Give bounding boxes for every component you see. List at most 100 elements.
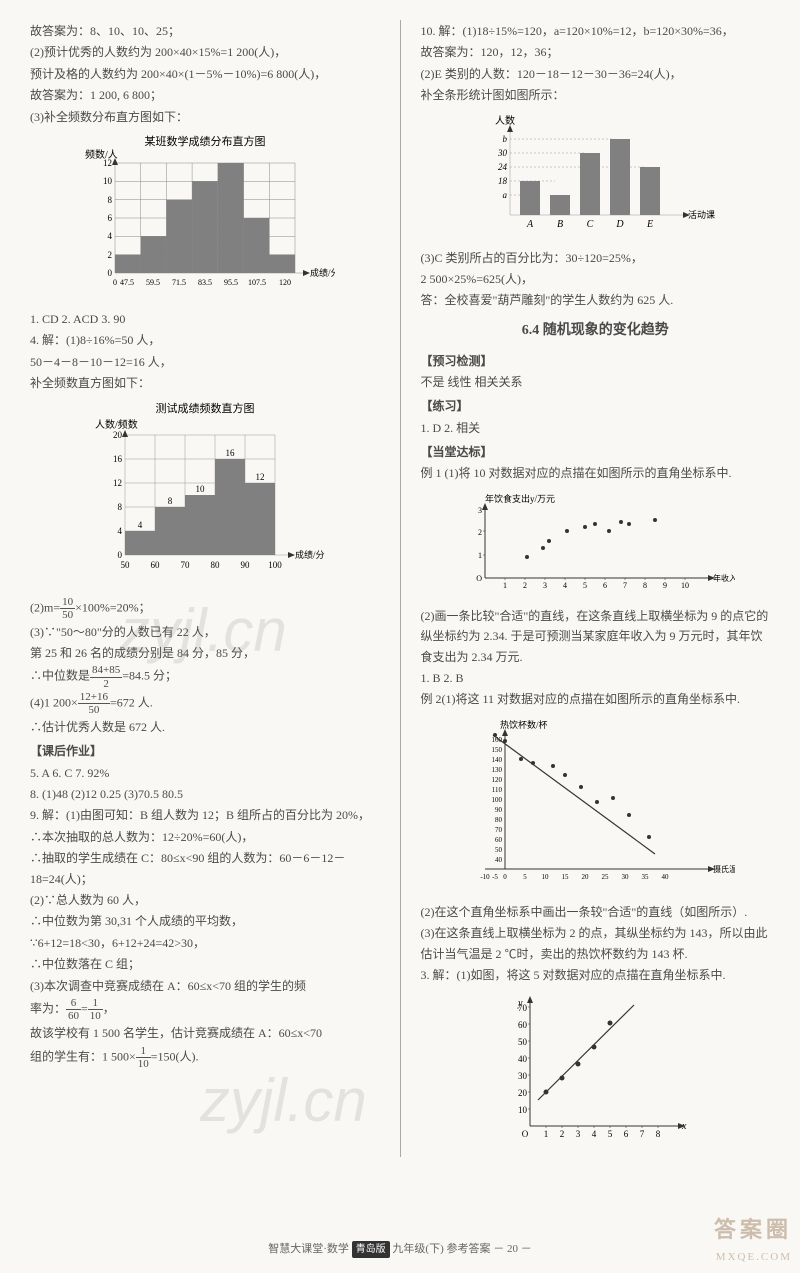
- text: 50－4－8－10－12=16 人，: [30, 352, 380, 372]
- svg-text:15: 15: [562, 873, 570, 881]
- text: 例 2(1)将这 11 对数据对应的点描在如图所示的直角坐标系中.: [421, 689, 771, 709]
- text: 故该学校有 1 500 名学生，估计竞赛成绩在 A：60≤x<70: [30, 1023, 380, 1043]
- text: 故答案为：1 200, 6 800；: [30, 85, 380, 105]
- text: ∴本次抽取的总人数为：12÷20%=60(人)，: [30, 827, 380, 847]
- svg-text:40: 40: [518, 1054, 528, 1064]
- svg-text:1: 1: [544, 1129, 549, 1139]
- text: (2)在这个直角坐标系中画出一条较"合适"的直线（如图所示）.: [421, 902, 771, 922]
- svg-text:12: 12: [255, 472, 264, 482]
- text: (2)E 类别的人数：120－18－12－30－36=24(人)，: [421, 64, 771, 84]
- svg-text:30: 30: [622, 873, 630, 881]
- text: (3)在这条直线上取横坐标为 2 的点，其纵坐标约为 143，所以由此估计当气温…: [421, 923, 771, 964]
- svg-text:年收入x/万元: 年收入x/万元: [713, 573, 735, 583]
- svg-text:4: 4: [107, 231, 112, 241]
- svg-text:83.5: 83.5: [198, 278, 212, 287]
- answer-line: 5. A 6. C 7. 92%: [30, 763, 380, 783]
- svg-text:6: 6: [624, 1129, 629, 1139]
- scatter-chart-q3: y 102030 40506070 O123 45678: [495, 991, 695, 1151]
- svg-text:a: a: [503, 190, 508, 200]
- svg-text:71.5: 71.5: [172, 278, 186, 287]
- svg-text:B: B: [557, 219, 563, 230]
- svg-text:8: 8: [643, 581, 647, 590]
- svg-text:40: 40: [495, 856, 503, 864]
- text: 故答案为：8、10、10、25；: [30, 21, 380, 41]
- text: (3)C 类别所占的百分比为：30÷120=25%，: [421, 248, 771, 268]
- svg-text:6: 6: [107, 213, 112, 223]
- svg-text:D: D: [616, 219, 625, 230]
- svg-text:6: 6: [603, 581, 607, 590]
- homework-header: 【课后作业】: [30, 741, 380, 761]
- svg-text:130: 130: [492, 766, 503, 774]
- text: ∴估计优秀人数是 672 人.: [30, 717, 380, 737]
- text: 答：全校喜爱"葫芦雕刻"的学生人数约为 625 人.: [421, 290, 771, 310]
- text: 1. D 2. 相关: [421, 418, 771, 438]
- svg-text:10: 10: [681, 581, 689, 590]
- text: (2)m=1050×100%=20%；: [30, 596, 380, 621]
- svg-text:110: 110: [492, 786, 503, 794]
- svg-text:25: 25: [602, 873, 610, 881]
- answer-line: 8. (1)48 (2)12 0.25 (3)70.5 80.5: [30, 784, 380, 804]
- svg-text:O: O: [476, 574, 482, 583]
- svg-text:A: A: [526, 219, 534, 230]
- svg-text:70: 70: [180, 560, 190, 570]
- svg-text:-5: -5: [492, 873, 498, 881]
- bar-chart-activities: 人数 a1824 30b: [475, 112, 715, 242]
- svg-text:16: 16: [113, 454, 123, 464]
- text: 组的学生有：1 500×110=150(人).: [30, 1045, 380, 1070]
- svg-text:4: 4: [117, 526, 122, 536]
- svg-text:20: 20: [113, 430, 123, 440]
- svg-text:5: 5: [608, 1129, 613, 1139]
- svg-text:60: 60: [518, 1020, 528, 1030]
- svg-text:5: 5: [583, 581, 587, 590]
- svg-text:70: 70: [518, 1003, 528, 1013]
- right-column: 10. 解：(1)18÷15%=120，a=120×10%=12，b=120×3…: [421, 20, 771, 1157]
- svg-text:0: 0: [107, 268, 112, 278]
- svg-text:90: 90: [240, 560, 250, 570]
- text: (2)∵总人数为 60 人，: [30, 890, 380, 910]
- svg-text:O: O: [522, 1129, 529, 1139]
- svg-text:50: 50: [495, 846, 503, 854]
- svg-text:120: 120: [492, 776, 503, 784]
- svg-text:3: 3: [543, 581, 547, 590]
- text: 补全频数直方图如下：: [30, 373, 380, 393]
- text: 4. 解：(1)8÷16%=50 人，: [30, 330, 380, 350]
- preview-header: 【预习检测】: [421, 351, 771, 371]
- svg-text:成绩/分: 成绩/分: [295, 549, 325, 560]
- svg-text:C: C: [587, 219, 594, 230]
- text: 故答案为：120，12，36；: [421, 42, 771, 62]
- svg-text:4: 4: [563, 581, 567, 590]
- text: (3)∵"50～80"分的人数已有 22 人，: [30, 622, 380, 642]
- svg-text:1: 1: [478, 551, 482, 560]
- svg-text:10: 10: [542, 873, 550, 881]
- svg-text:2: 2: [478, 528, 482, 537]
- svg-text:摄氏温度/℃: 摄氏温度/℃: [713, 864, 735, 874]
- svg-text:120: 120: [279, 278, 291, 287]
- text: ∴中位数落在 C 组；: [30, 954, 380, 974]
- svg-text:8: 8: [168, 496, 173, 506]
- svg-text:0: 0: [117, 550, 122, 560]
- svg-text:8: 8: [107, 195, 112, 205]
- svg-text:2: 2: [107, 250, 112, 260]
- svg-text:30: 30: [518, 1071, 528, 1081]
- y-axis-label: 频数/人: [85, 148, 118, 161]
- svg-text:2: 2: [523, 581, 527, 590]
- chart-title: 某班数学成绩分布直方图: [144, 134, 265, 148]
- svg-text:热饮杯数/杯: 热饮杯数/杯: [500, 719, 548, 730]
- text: 2 500×25%=625(人)，: [421, 269, 771, 289]
- svg-text:70: 70: [495, 826, 503, 834]
- section-title: 6.4 随机现象的变化趋势: [421, 319, 771, 343]
- svg-text:成绩/分: 成绩/分: [310, 267, 335, 278]
- text: 补全条形统计图如图所示：: [421, 85, 771, 105]
- text: ∴中位数为第 30,31 个人成绩的平均数，: [30, 911, 380, 931]
- text: (2)画一条比较"合适"的直线，在这条直线上取横坐标为 9 的点它的纵坐标约为 …: [421, 606, 771, 667]
- svg-text:年饮食支出y/万元: 年饮食支出y/万元: [485, 493, 555, 504]
- svg-text:1: 1: [503, 581, 507, 590]
- svg-text:59.5: 59.5: [146, 278, 160, 287]
- svg-text:80: 80: [210, 560, 220, 570]
- text: 预计及格的人数约为 200×40×(1－5%－10%)=6 800(人)，: [30, 64, 380, 84]
- svg-text:3: 3: [478, 506, 482, 515]
- svg-text:107.5: 107.5: [248, 278, 266, 287]
- svg-text:0: 0: [113, 278, 117, 287]
- svg-text:47.5: 47.5: [120, 278, 134, 287]
- svg-text:10: 10: [103, 176, 113, 186]
